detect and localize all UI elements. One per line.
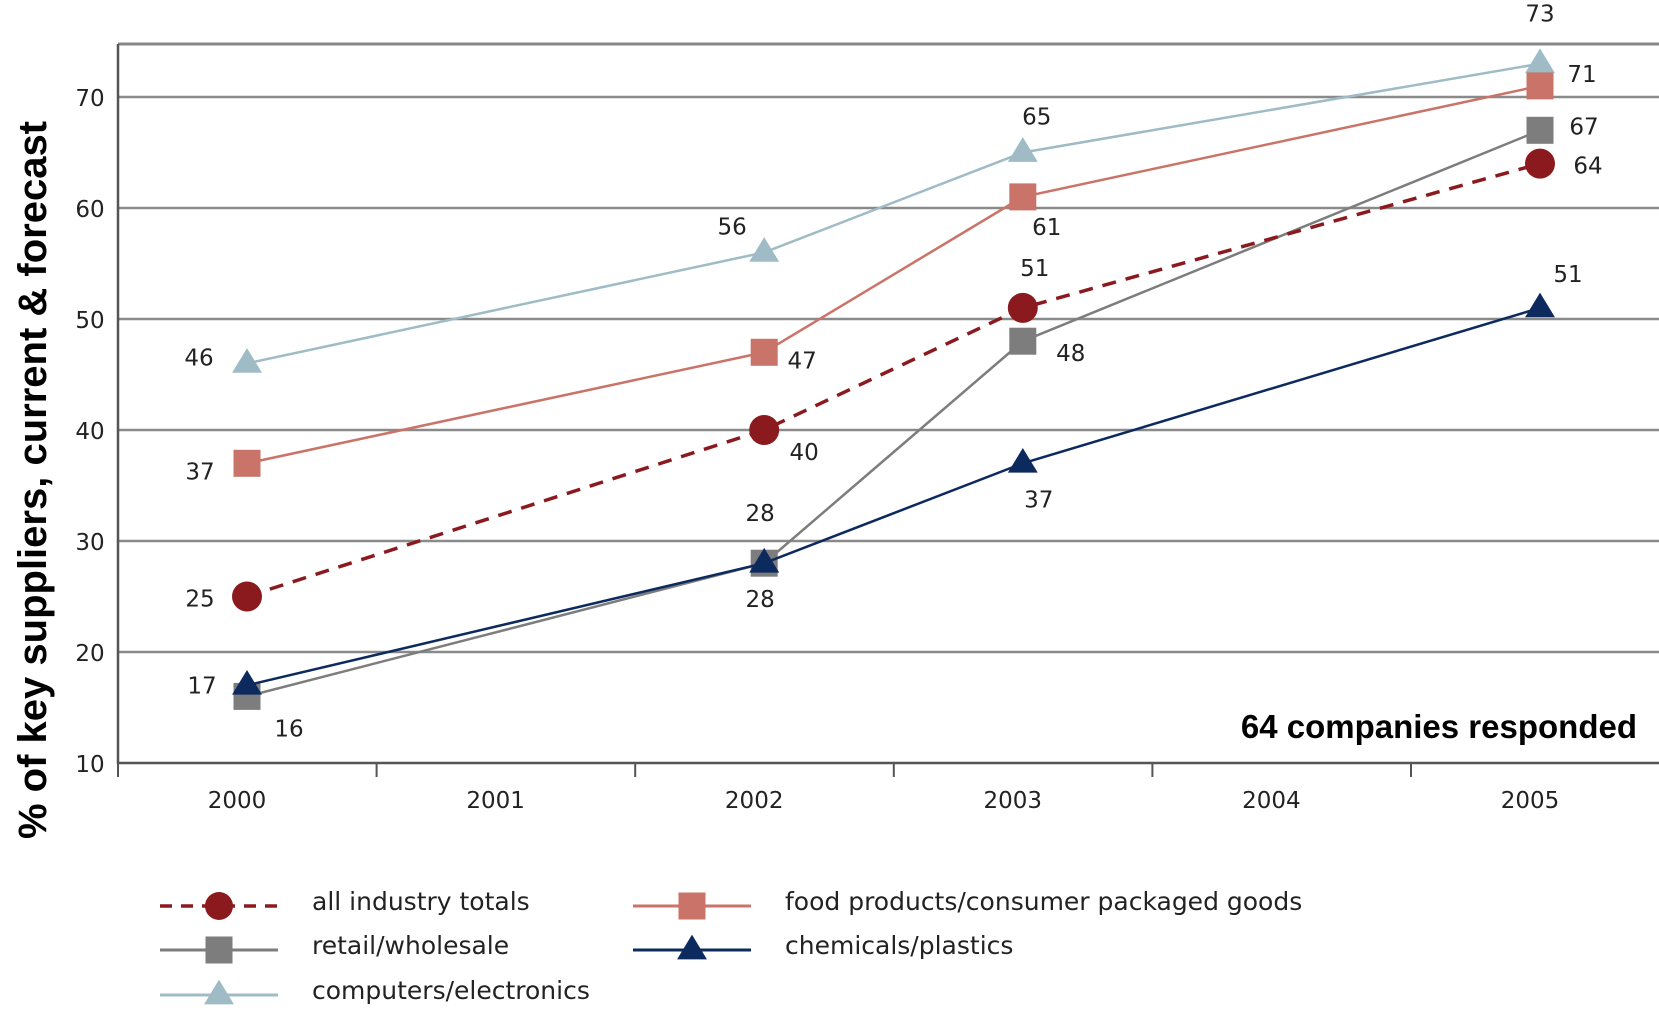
y-tick-label: 20 [75,641,104,667]
y-tick-label: 30 [75,530,104,556]
gridlines [118,42,1659,654]
data-point [749,547,780,573]
data-point [1007,447,1038,473]
data-point [750,338,778,366]
data-point [1526,72,1554,100]
legend-label: all industry totals [312,887,530,916]
data-label: 56 [718,214,747,240]
legend-marker [205,936,233,964]
y-tick-label: 50 [75,308,104,334]
legend-label: chemicals/plastics [785,931,1013,960]
legend-label: retail/wholesale [312,931,509,960]
data-label: 73 [1525,2,1554,28]
data-point [1009,327,1037,355]
legend: all industry totals food products/consume… [160,887,1302,1005]
data-label: 25 [185,587,214,613]
y-tick-label: 40 [75,419,104,445]
series-line-chemicals-plastics [246,306,1541,687]
series-line-food-products-consumer-packaged-goods [246,84,1541,465]
data-point [749,415,780,445]
series-line-retail-wholesale [246,129,1541,698]
data-label: 64 [1573,154,1602,180]
legend-marker [678,892,706,920]
data-label: 65 [1022,105,1051,131]
data-point [1007,137,1038,162]
data-label: 17 [187,673,216,699]
x-tick-label: 2001 [466,788,525,814]
x-tick-label: 2005 [1501,788,1560,814]
respondents-annotation: 64 companies responded [1241,708,1637,745]
series-line-all-industry-totals [246,161,1541,599]
y-tick-label: 70 [75,86,104,112]
y-axis-label: % of key suppliers, current & forecast [11,121,55,839]
data-label: 28 [746,501,775,527]
series-line-computers-electronics [246,62,1541,365]
data-label: 16 [274,716,303,742]
data-label: 46 [184,345,213,371]
data-point [1007,292,1038,323]
data-label: 28 [746,587,775,613]
data-point [749,237,780,262]
y-tick-label: 10 [75,752,104,778]
x-tick-label: 2002 [725,788,784,814]
data-label: 51 [1553,262,1582,288]
data-label: 67 [1569,114,1598,140]
data-point [1525,48,1555,74]
series-lines [232,48,1555,710]
y-tick-label: 60 [75,197,104,223]
x-tick-label: 2000 [208,788,267,814]
x-tick-label: 2004 [1242,788,1301,814]
data-point [232,348,262,373]
data-label: 61 [1032,215,1061,241]
data-point [1525,148,1555,179]
axes: 10 20 30 40 50 60 70 2000 2001 2002 2003 2004 2005 [75,44,1659,814]
legend-marker [204,979,234,1005]
data-point [232,581,262,612]
data-point [1009,183,1037,211]
data-label: 47 [788,348,817,374]
legend-marker [677,934,707,960]
data-label: 40 [790,440,819,466]
legend-marker [205,892,233,920]
data-label: 37 [1024,487,1053,513]
x-tick-label: 2003 [984,788,1043,814]
data-label: 48 [1056,341,1085,367]
data-point [233,449,261,477]
data-label: 51 [1020,256,1049,282]
data-label: 71 [1567,62,1596,88]
data-point [232,669,262,695]
data-labels: 46 56 65 73 37 47 61 71 16 28 48 67 17 28 37 51 25 40 51 64 [184,2,1602,743]
legend-label: computers/electronics [312,976,590,1005]
data-label: 37 [185,459,214,485]
legend-label: food products/consumer packaged goods [785,887,1302,916]
data-point [1526,116,1554,144]
data-point [1525,292,1555,318]
